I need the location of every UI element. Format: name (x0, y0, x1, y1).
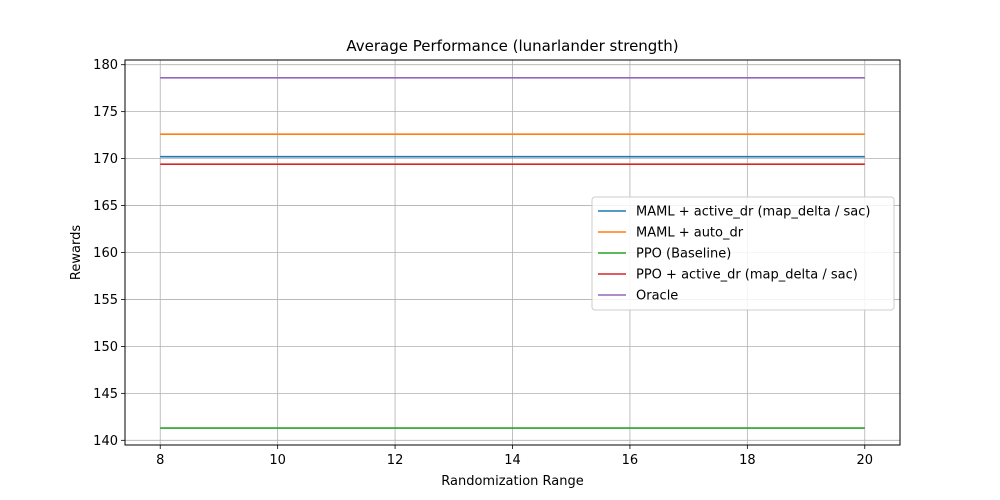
y-tick-label: 175 (93, 105, 118, 120)
legend-label-1: MAML + active_dr (map_delta / sac) (636, 205, 870, 220)
x-tick-label: 10 (269, 453, 286, 468)
x-tick-label: 14 (504, 453, 521, 468)
y-tick-label: 160 (93, 246, 118, 261)
y-tick-label: 165 (93, 199, 118, 214)
x-tick-label: 12 (387, 453, 404, 468)
y-tick-label: 170 (93, 152, 118, 167)
x-tick-label: 20 (856, 453, 873, 468)
y-axis-title: Rewards (69, 225, 84, 280)
y-tick-label: 180 (93, 58, 118, 73)
chart-title: Average Performance (lunarlander strengt… (346, 37, 678, 55)
y-tick-label: 150 (93, 340, 118, 355)
legend-label-5: Oracle (636, 289, 678, 304)
x-axis-title: Randomization Range (441, 474, 583, 489)
legend: MAML + active_dr (map_delta / sac) MAML +… (591, 196, 895, 311)
axis-ticks: 8 10 12 14 16 18 20 140 145 150 155 160 165 170 175 180 (93, 58, 873, 468)
legend-label-4: PPO + active_dr (map_delta / sac) (636, 268, 858, 283)
legend-label-2: MAML + auto_dr (636, 226, 744, 241)
x-tick-label: 16 (622, 453, 639, 468)
x-tick-label: 18 (739, 453, 756, 468)
y-tick-label: 145 (93, 387, 118, 402)
legend-label-3: PPO (Baseline) (636, 247, 731, 262)
x-tick-label: 8 (156, 453, 164, 468)
legend-box (591, 196, 895, 311)
y-tick-label: 155 (93, 293, 118, 308)
y-tick-label: 140 (93, 434, 118, 449)
plot-series (160, 77, 865, 429)
